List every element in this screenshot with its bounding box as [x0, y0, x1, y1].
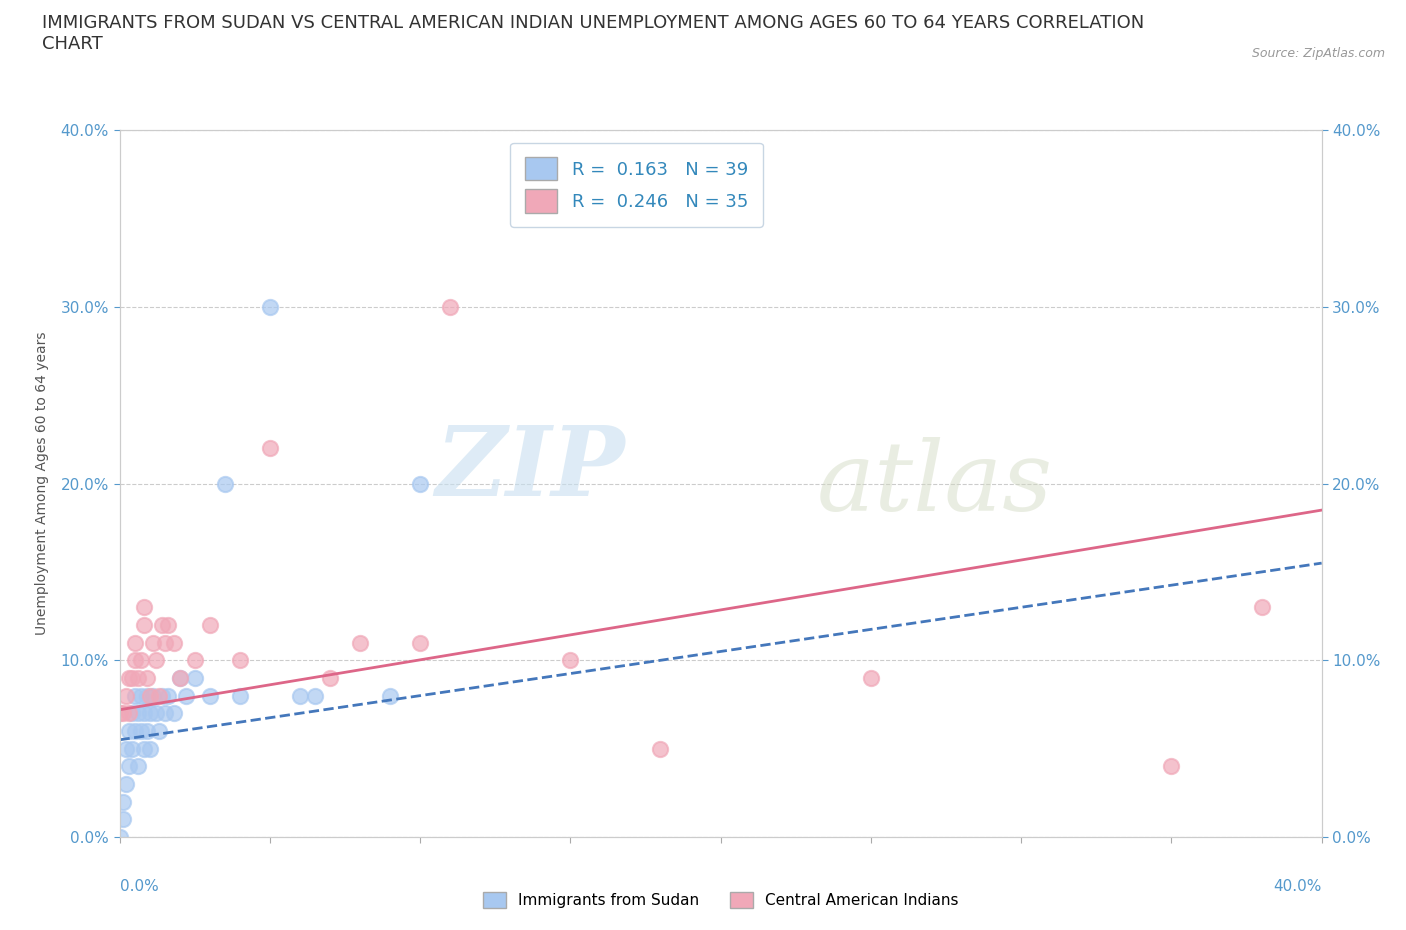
Point	[135, 671, 157, 685]
Point	[111, 812, 134, 827]
Point	[127, 671, 149, 685]
Text: IMMIGRANTS FROM SUDAN VS CENTRAL AMERICAN INDIAN UNEMPLOYMENT AMONG AGES 60 TO 6: IMMIGRANTS FROM SUDAN VS CENTRAL AMERICA…	[42, 14, 1144, 53]
Point	[214, 476, 236, 491]
Point	[183, 653, 205, 668]
Point	[1250, 600, 1272, 615]
Point	[127, 706, 149, 721]
Point	[148, 724, 170, 738]
Point	[259, 441, 281, 456]
Point	[132, 706, 155, 721]
Point	[145, 706, 167, 721]
Point	[124, 635, 146, 650]
Point	[117, 759, 139, 774]
Point	[108, 830, 131, 844]
Point	[288, 688, 311, 703]
Point	[153, 706, 176, 721]
Text: ZIP: ZIP	[434, 422, 624, 516]
Point	[117, 706, 139, 721]
Point	[124, 653, 146, 668]
Point	[198, 618, 221, 632]
Point	[138, 688, 160, 703]
Point	[150, 618, 173, 632]
Point	[349, 635, 371, 650]
Point	[228, 653, 252, 668]
Point	[169, 671, 191, 685]
Text: atlas: atlas	[817, 436, 1053, 531]
Point	[439, 299, 461, 314]
Point	[859, 671, 882, 685]
Point	[650, 741, 672, 756]
Point	[117, 671, 139, 685]
Point	[148, 688, 170, 703]
Point	[153, 635, 176, 650]
Point	[124, 688, 146, 703]
Point	[111, 794, 134, 809]
Legend: Immigrants from Sudan, Central American Indians: Immigrants from Sudan, Central American …	[477, 886, 965, 914]
Point	[319, 671, 342, 685]
Point	[117, 724, 139, 738]
Point	[142, 688, 165, 703]
Point	[129, 653, 152, 668]
Point	[1160, 759, 1182, 774]
Point	[150, 688, 173, 703]
Point	[378, 688, 401, 703]
Point	[304, 688, 326, 703]
Point	[228, 688, 252, 703]
Point	[132, 741, 155, 756]
Point	[560, 653, 582, 668]
Point	[132, 600, 155, 615]
Point	[156, 618, 179, 632]
Point	[162, 635, 184, 650]
Point	[129, 724, 152, 738]
Point	[183, 671, 205, 685]
Point	[114, 688, 136, 703]
Point	[108, 706, 131, 721]
Y-axis label: Unemployment Among Ages 60 to 64 years: Unemployment Among Ages 60 to 64 years	[35, 332, 49, 635]
Text: 0.0%: 0.0%	[120, 879, 159, 894]
Point	[138, 706, 160, 721]
Point	[114, 777, 136, 791]
Point	[124, 724, 146, 738]
Point	[162, 706, 184, 721]
Point	[121, 741, 143, 756]
Point	[409, 476, 432, 491]
Point	[127, 759, 149, 774]
Point	[111, 706, 134, 721]
Point	[142, 635, 165, 650]
Point	[129, 688, 152, 703]
Point	[409, 635, 432, 650]
Point	[145, 653, 167, 668]
Point	[135, 688, 157, 703]
Point	[174, 688, 197, 703]
Point	[138, 741, 160, 756]
Point	[169, 671, 191, 685]
Point	[121, 706, 143, 721]
Point	[132, 618, 155, 632]
Point	[156, 688, 179, 703]
Text: Source: ZipAtlas.com: Source: ZipAtlas.com	[1251, 46, 1385, 60]
Point	[135, 724, 157, 738]
Point	[121, 671, 143, 685]
Point	[259, 299, 281, 314]
Text: 40.0%: 40.0%	[1274, 879, 1322, 894]
Point	[198, 688, 221, 703]
Point	[114, 741, 136, 756]
